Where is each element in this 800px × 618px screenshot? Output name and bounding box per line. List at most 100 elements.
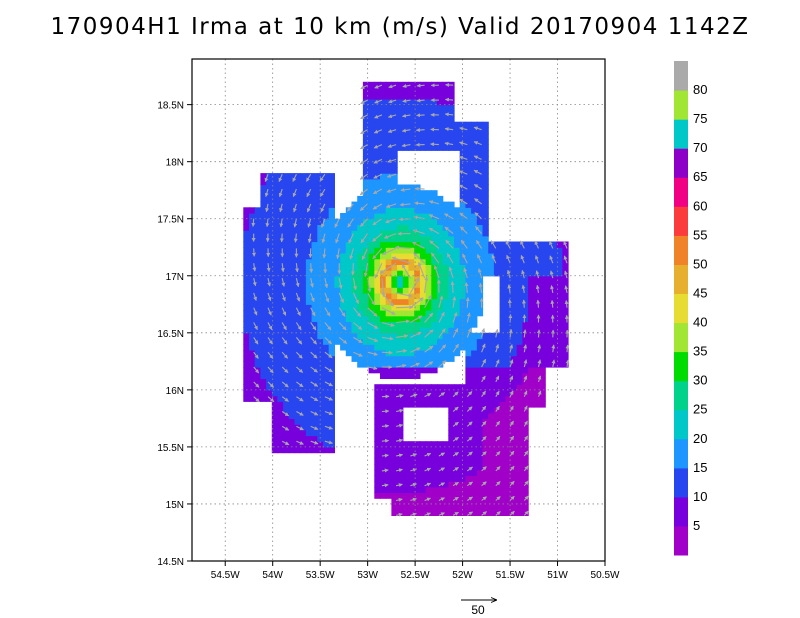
wind-cell	[254, 315, 261, 322]
wind-cell	[294, 378, 301, 385]
wind-cell	[374, 213, 381, 220]
wind-cell	[528, 292, 535, 300]
wind-vector	[509, 435, 515, 442]
wind-cell	[516, 258, 523, 265]
wind-cell	[277, 258, 284, 265]
wind-cell	[351, 327, 358, 334]
wind-cell	[471, 452, 478, 459]
wind-cell	[516, 509, 523, 516]
wind-vector	[335, 233, 340, 244]
wind-cell	[545, 241, 552, 248]
wind-vector	[295, 277, 300, 288]
wind-cell	[516, 253, 523, 260]
wind-cell	[556, 338, 563, 345]
wind-cell	[454, 207, 461, 214]
wind-cell	[431, 349, 438, 357]
wind-cell	[539, 298, 546, 305]
x-tick-label: 52W	[452, 570, 473, 581]
wind-cell	[419, 138, 427, 146]
wind-vector	[535, 270, 540, 279]
wind-cell	[380, 281, 387, 288]
wind-cell	[397, 133, 404, 140]
wind-cell	[442, 486, 449, 494]
wind-cell	[465, 504, 472, 511]
wind-cell	[305, 344, 313, 351]
wind-cell	[465, 378, 472, 385]
wind-cell	[294, 367, 301, 374]
wind-vector	[388, 99, 397, 104]
wind-cell	[419, 338, 427, 345]
wind-cell	[476, 509, 484, 516]
wind-cell	[482, 458, 489, 465]
wind-cell	[391, 486, 398, 494]
wind-vector	[452, 511, 459, 516]
wind-cell	[288, 441, 296, 448]
wind-cell	[357, 292, 364, 300]
wind-cell	[493, 401, 501, 408]
wind-cell	[488, 418, 495, 425]
wind-cell	[300, 178, 307, 186]
wind-cell	[499, 407, 506, 414]
wind-cell	[442, 207, 449, 214]
wind-cell	[562, 315, 569, 322]
wind-cell	[323, 389, 330, 397]
wind-cell	[243, 361, 250, 368]
wind-cell	[482, 230, 489, 237]
wind-cell	[482, 150, 489, 157]
wind-cell	[550, 349, 558, 357]
wind-cell	[374, 355, 381, 362]
wind-vector	[523, 344, 528, 353]
wind-vector	[523, 390, 528, 397]
wind-cell	[249, 338, 256, 345]
wind-cell	[294, 247, 301, 254]
wind-cell	[476, 275, 484, 283]
wind-cell	[397, 367, 404, 374]
wind-cell	[499, 241, 506, 248]
wind-cell	[283, 327, 290, 334]
wind-cell	[294, 264, 301, 271]
wind-cell	[266, 253, 273, 260]
wind-cell	[522, 241, 529, 248]
wind-cell	[545, 287, 552, 294]
wind-cell	[539, 304, 546, 311]
wind-cell	[300, 378, 307, 385]
wind-cell	[305, 407, 313, 414]
wind-vector	[381, 350, 393, 355]
wind-cell	[323, 367, 330, 374]
wind-cell	[442, 395, 449, 402]
wind-cell	[533, 315, 541, 322]
wind-cell	[419, 275, 427, 283]
wind-cell	[380, 247, 387, 254]
wind-cell	[243, 275, 250, 283]
wind-vector	[509, 510, 515, 516]
wind-cell	[505, 492, 512, 499]
wind-cell	[368, 161, 375, 168]
wind-cell	[368, 304, 375, 311]
wind-cell	[516, 349, 523, 357]
wind-cell	[476, 258, 484, 265]
wind-cell	[271, 235, 279, 243]
wind-cell	[385, 275, 392, 283]
wind-cell	[380, 424, 387, 431]
wind-cell	[511, 349, 518, 357]
wind-cell	[493, 504, 501, 511]
wind-cell	[408, 275, 415, 283]
wind-cell	[482, 178, 489, 186]
wind-cell	[266, 367, 273, 374]
wind-cell	[380, 298, 387, 305]
wind-cell	[459, 395, 466, 402]
wind-vector	[424, 482, 432, 487]
wind-cell	[437, 395, 444, 402]
wind-cell	[419, 464, 427, 471]
wind-vector	[452, 436, 459, 442]
wind-cell	[397, 349, 404, 357]
wind-cell	[454, 304, 461, 311]
wind-cell	[243, 298, 250, 305]
wind-vector	[464, 282, 469, 293]
wind-cell	[288, 241, 296, 248]
x-tick-label: 51.5W	[496, 570, 525, 581]
wind-vector	[475, 239, 483, 249]
wind-cell	[528, 367, 535, 374]
wind-cell	[385, 407, 392, 414]
wind-cell	[425, 281, 432, 288]
